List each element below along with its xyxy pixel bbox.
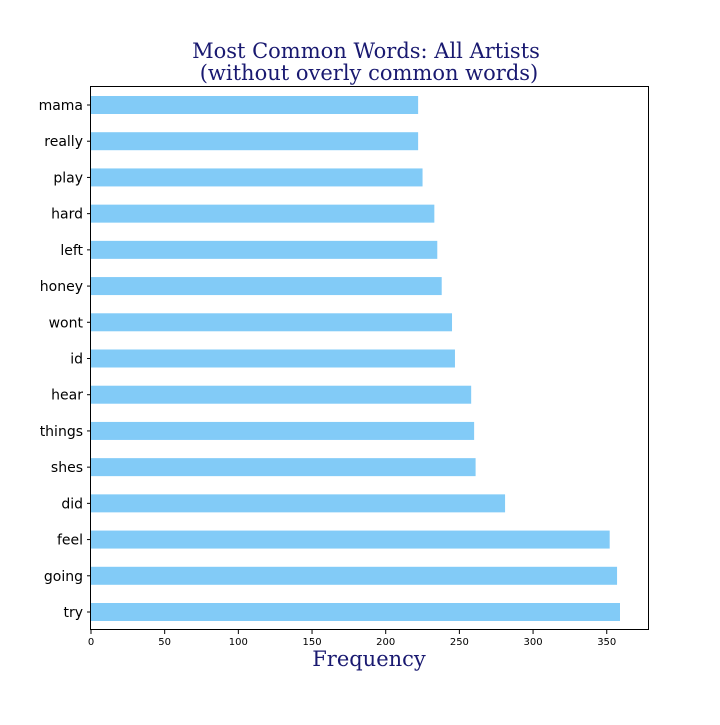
y-tick-label: id	[70, 352, 83, 368]
x-tick-label: 250	[450, 637, 469, 648]
y-tick-label: did	[61, 496, 83, 512]
y-tick-label: try	[63, 605, 83, 621]
bar-play	[91, 168, 423, 187]
x-tick-label: 200	[376, 637, 395, 648]
x-tick-label: 0	[88, 637, 94, 648]
bar-hear	[91, 385, 472, 404]
bar-did	[91, 494, 506, 513]
bar-really	[91, 132, 419, 151]
y-tick-label: honey	[40, 279, 83, 295]
bars-layer	[91, 96, 621, 621]
x-tick-label: 100	[229, 637, 248, 648]
plot-frame	[90, 86, 649, 630]
y-tick-label: shes	[51, 460, 83, 476]
x-tick-label: 50	[158, 637, 171, 648]
bar-going	[91, 566, 618, 585]
bar-try	[91, 603, 621, 621]
y-tick-label: hard	[51, 207, 83, 223]
y-tick-label: wont	[49, 315, 84, 331]
y-tick-label: feel	[57, 533, 83, 549]
bar-left	[91, 240, 438, 259]
y-tick-label: left	[60, 243, 83, 259]
bar-mama	[91, 96, 419, 114]
x-tick-label: 300	[524, 637, 543, 648]
y-tick-label: going	[44, 569, 83, 585]
chart-subtitle: (without overly common words)	[200, 61, 539, 85]
bar-honey	[91, 277, 442, 296]
bar-things	[91, 421, 475, 440]
y-axis-ticks: mama really play hard left honey wont id hear thi…	[39, 98, 91, 621]
chart-title: Most Common Words: All Artists	[192, 39, 540, 63]
y-tick-label: play	[53, 170, 83, 186]
bar-hard	[91, 204, 435, 223]
bar-feel	[91, 530, 610, 549]
y-tick-label: hear	[51, 388, 83, 404]
y-tick-label: mama	[39, 98, 83, 114]
bar-id	[91, 349, 455, 368]
x-tick-label: 350	[597, 637, 616, 648]
bar-shes	[91, 458, 476, 477]
x-axis-ticks: 0 50 100 150 200 250 300 350	[88, 630, 616, 648]
x-tick-label: 150	[302, 637, 321, 648]
x-axis-label: Frequency	[312, 647, 426, 671]
y-tick-label: really	[44, 134, 83, 150]
y-tick-label: things	[40, 424, 83, 440]
bar-wont	[91, 313, 453, 332]
